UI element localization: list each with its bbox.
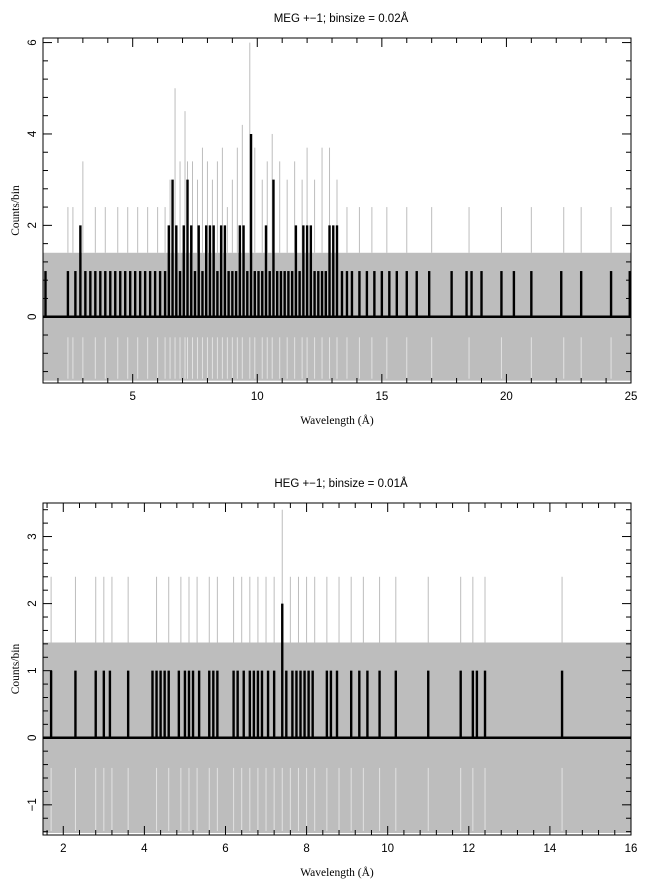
chart1-xtick-label: 25 (625, 391, 638, 403)
chart2-xtick-label: 14 (543, 843, 556, 855)
chart2-ylabel: Counts/bin (10, 644, 22, 695)
chart1-xlabel: Wavelength (Å) (300, 413, 374, 427)
chart2-ytick-label: 1 (27, 667, 39, 673)
chart1-xtick-label: 10 (251, 391, 264, 403)
chart2-xlabel: Wavelength (Å) (300, 865, 374, 879)
chart2-xtick-label: 4 (141, 843, 148, 855)
chart2-xtick-label: 8 (303, 843, 309, 855)
chart1-ytick-label: 4 (27, 130, 39, 137)
chart1-xtick-label: 15 (375, 391, 388, 403)
chart1-xtick-label: 20 (500, 391, 513, 403)
chart1-title: MEG +−1; binsize = 0.02Å (274, 12, 409, 25)
chart1-ytick-label: 0 (27, 314, 39, 320)
chart1-frame (42, 37, 632, 384)
chart2-xtick-label: 2 (60, 843, 66, 855)
chart2-ytick-label: 0 (27, 735, 39, 741)
chart2-ytick-label: 3 (27, 533, 39, 539)
chart2-frame (42, 502, 632, 836)
chart1-ytick-label: 6 (27, 39, 39, 45)
chart2-xtick-label: 6 (222, 843, 228, 855)
chart2-xtick-label: 12 (462, 843, 475, 855)
chart2-title: HEG +−1; binsize = 0.01Å (274, 477, 408, 490)
chart2-xtick-label: 10 (381, 843, 394, 855)
chart1-xtick-label: 5 (129, 391, 135, 403)
chart1-ylabel: Counts/bin (10, 185, 22, 236)
chart2-xtick-label: 16 (625, 843, 638, 855)
chart2-ytick-label: −1 (27, 798, 39, 811)
chart1-ytick-label: 2 (27, 222, 39, 228)
chart2-ytick-label: 2 (27, 600, 39, 606)
